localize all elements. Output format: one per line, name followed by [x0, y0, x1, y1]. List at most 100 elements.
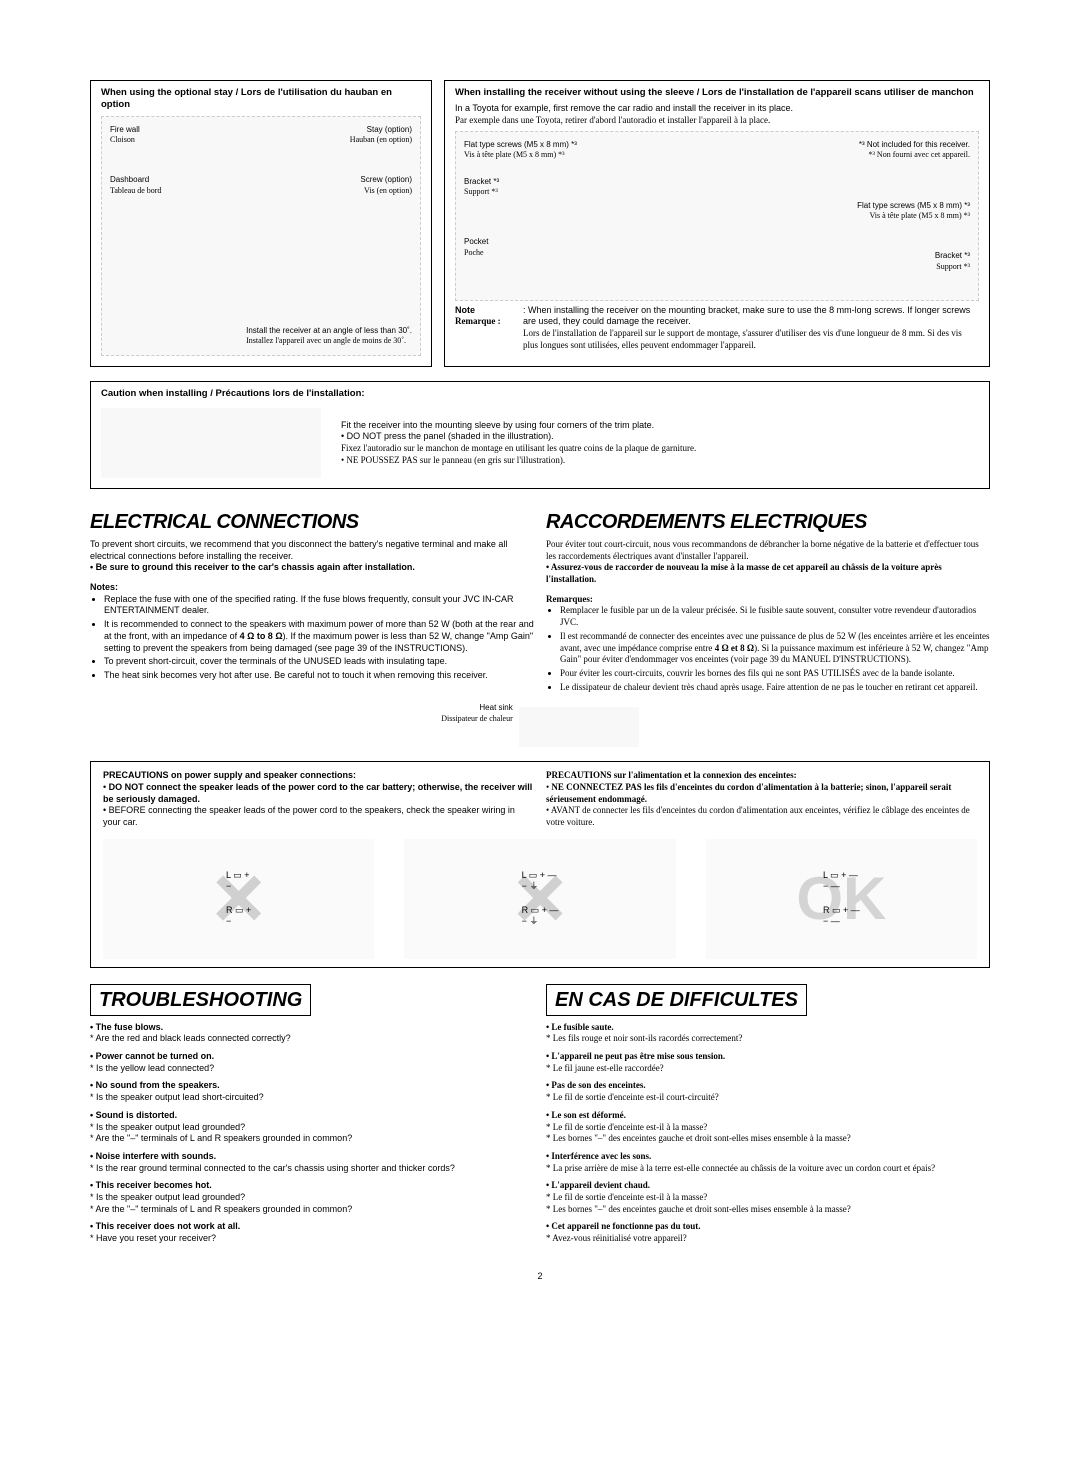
electrical-intro-bold-fr: • Assurez-vous de raccorder de nouveau l…	[546, 562, 990, 585]
trouble-question: • Sound is distorted.	[90, 1110, 534, 1122]
trouble-answer: * Are the "–" terminals of L and R speak…	[90, 1204, 534, 1216]
caution-title: Caution when installing / Précautions lo…	[101, 388, 979, 400]
stay-label: Stay (option) Hauban (en option)	[350, 125, 412, 146]
trouble-item: • The fuse blows.* Are the red and black…	[90, 1022, 534, 1045]
top-install-boxes: When using the optional stay / Lors de l…	[90, 80, 990, 375]
note-label-en: Note	[455, 305, 515, 317]
trouble-question: • Power cannot be turned on.	[90, 1051, 534, 1063]
note-item: The heat sink becomes very hot after use…	[104, 670, 534, 682]
screw-label: Screw (option) Vis (en option)	[350, 175, 412, 196]
precautions-b2-en: BEFORE connecting the speaker leads of t…	[103, 805, 515, 827]
trouble-question: • This receiver becomes hot.	[90, 1180, 534, 1192]
precautions-box: PRECAUTIONS on power supply and speaker …	[90, 761, 990, 967]
electrical-title-en: ELECTRICAL CONNECTIONS	[90, 509, 534, 535]
electrical-title-fr: RACCORDEMENTS ELECTRIQUES	[546, 509, 990, 535]
trouble-question: • Pas de son des enceintes.	[546, 1080, 990, 1092]
caution-line1-en: Fit the receiver into the mounting sleev…	[341, 420, 979, 432]
note-en: When installing the receiver on the moun…	[523, 305, 970, 327]
bracket-left-label: Bracket *³ Support *³	[464, 177, 577, 198]
flatscrew-right-label: Flat type screws (M5 x 8 mm) *³ Vis à tê…	[857, 201, 970, 222]
note-item: Le dissipateur de chaleur devient très c…	[560, 682, 990, 694]
trouble-answer: * Are the red and black leads connected …	[90, 1033, 534, 1045]
troubleshooting-title-en: TROUBLESHOOTING	[90, 984, 311, 1016]
trouble-answer: * Are the "–" terminals of L and R speak…	[90, 1133, 534, 1145]
trouble-answer: * La prise arrière de mise à la terre es…	[546, 1163, 990, 1175]
trouble-item: • Noise interfere with sounds.* Is the r…	[90, 1151, 534, 1174]
optional-stay-box: When using the optional stay / Lors de l…	[90, 80, 432, 367]
precautions-en: PRECAUTIONS on power supply and speaker …	[103, 770, 534, 828]
caution-line2-en: • DO NOT press the panel (shaded in the …	[341, 431, 979, 443]
flatscrew-left-label: Flat type screws (M5 x 8 mm) *³ Vis à tê…	[464, 140, 577, 161]
trouble-question: • The fuse blows.	[90, 1022, 534, 1034]
precautions-title-en: PRECAUTIONS on power supply and speaker …	[103, 770, 534, 782]
trouble-question: • This receiver does not work at all.	[90, 1221, 534, 1233]
trouble-item: • L'appareil devient chaud.* Le fil de s…	[546, 1180, 990, 1215]
page-number: 2	[90, 1271, 990, 1283]
note-item: To prevent short-circuit, cover the term…	[104, 656, 534, 668]
stay-diagram: Fire wall Cloison Dashboard Tableau de b…	[101, 116, 421, 356]
trouble-question: • L'appareil ne peut pas être mise sous …	[546, 1051, 990, 1063]
notes-list-fr: Remplacer le fusible par un de la valeur…	[546, 605, 990, 693]
intro-text: In a Toyota for example, first remove th…	[455, 103, 979, 126]
electrical-fr: RACCORDEMENTS ELECTRIQUES Pour éviter to…	[546, 509, 990, 695]
trouble-answer: * Les bornes "–" des enceintes gauche et…	[546, 1204, 990, 1216]
trouble-item: • Interférence avec les sons.* La prise …	[546, 1151, 990, 1174]
speaker-r-label: R	[226, 905, 233, 915]
trouble-answer: * Is the speaker output lead short-circu…	[90, 1092, 534, 1104]
precautions-fr: PRECAUTIONS sur l'alimentation et la con…	[546, 770, 977, 828]
trouble-answer: * Les fils rouge et noir sont-ils racord…	[546, 1033, 990, 1045]
trouble-answer: * Avez-vous réinitialisé votre appareil?	[546, 1233, 990, 1245]
trouble-question: • Le fusible saute.	[546, 1022, 990, 1034]
troubleshooting-en: TROUBLESHOOTING • The fuse blows.* Are t…	[90, 984, 534, 1251]
speaker-l-label: L	[823, 870, 828, 880]
caution-box: Caution when installing / Précautions lo…	[90, 381, 990, 489]
electrical-intro-bold-en: • Be sure to ground this receiver to the…	[90, 562, 534, 574]
dashboard-label: Dashboard Tableau de bord	[110, 175, 161, 196]
speaker-diagram-wrong1: × L ▭ +− R ▭ +−	[103, 839, 374, 959]
trouble-question: • No sound from the speakers.	[90, 1080, 534, 1092]
sleeve-diagram: Flat type screws (M5 x 8 mm) *³ Vis à tê…	[455, 131, 979, 301]
precautions-b1-en: DO NOT connect the speaker leads of the …	[103, 782, 532, 804]
trouble-answer: * Le fil de sortie d'enceinte est-il cou…	[546, 1092, 990, 1104]
speaker-l-label: L	[522, 870, 527, 880]
caution-line2-fr: • NE POUSSEZ PAS sur le panneau (en gris…	[341, 455, 979, 467]
troubleshooting-title-fr: EN CAS DE DIFFICULTES	[546, 984, 807, 1016]
speaker-r-label: R	[522, 905, 529, 915]
trouble-question: • L'appareil devient chaud.	[546, 1180, 990, 1192]
caution-diagram	[101, 408, 321, 478]
troubleshooting-fr: EN CAS DE DIFFICULTES • Le fusible saute…	[546, 984, 990, 1251]
heatsink-en: Heat sink	[441, 703, 513, 713]
note-fr: Lors de l'installation de l'appareil sur…	[523, 328, 979, 351]
heatsink-fr: Dissipateur de chaleur	[441, 714, 513, 724]
trouble-item: • Power cannot be turned on.* Is the yel…	[90, 1051, 534, 1074]
trouble-answer: * Le fil de sortie d'enceinte est-il à l…	[546, 1192, 990, 1204]
trouble-item: • No sound from the speakers.* Is the sp…	[90, 1080, 534, 1103]
star3-label: *³ Not included for this receiver. *³ No…	[857, 140, 970, 161]
notes-list-en: Replace the fuse with one of the specifi…	[90, 594, 534, 682]
pocket-label: Pocket Poche	[464, 237, 577, 258]
trouble-item: • Le fusible saute.* Les fils rouge et n…	[546, 1022, 990, 1045]
precautions-b2-fr: AVANT de connecter les fils d'enceintes …	[546, 805, 970, 827]
speaker-diagram-wrong2: × L ▭ + —− ⏚ R ▭ + —− ⏚	[404, 839, 675, 959]
trouble-answer: * Les bornes "–" des enceintes gauche et…	[546, 1133, 990, 1145]
heatsink-diagram	[519, 707, 639, 747]
speaker-r-label: R	[823, 905, 830, 915]
heatsink-row: Heat sink Dissipateur de chaleur	[90, 703, 990, 751]
electrical-intro-fr: Pour éviter tout court-circuit, nous vou…	[546, 539, 990, 562]
note-item: Remplacer le fusible par un de la valeur…	[560, 605, 990, 628]
trouble-question: • Le son est déformé.	[546, 1110, 990, 1122]
trouble-answer: * Le fil jaune est-elle raccordée?	[546, 1063, 990, 1075]
speaker-l-label: L	[226, 870, 231, 880]
note-row: Note Remarque : : When installing the re…	[455, 305, 979, 352]
electrical-section: ELECTRICAL CONNECTIONS To prevent short …	[90, 509, 990, 695]
trouble-item: • L'appareil ne peut pas être mise sous …	[546, 1051, 990, 1074]
electrical-en: ELECTRICAL CONNECTIONS To prevent short …	[90, 509, 534, 695]
trouble-item: • This receiver becomes hot.* Is the spe…	[90, 1180, 534, 1215]
note-label-fr: Remarque :	[455, 316, 515, 328]
box-title: When using the optional stay / Lors de l…	[101, 87, 421, 112]
bracket-right-label: Bracket *³ Support *³	[857, 251, 970, 272]
trouble-item: • Le son est déformé.* Le fil de sortie …	[546, 1110, 990, 1145]
trouble-item: • Sound is distorted.* Is the speaker ou…	[90, 1110, 534, 1145]
note-item: Il est recommandé de connecter des encei…	[560, 631, 990, 666]
speaker-diagrams-row: × L ▭ +− R ▭ +− × L ▭ + —− ⏚ R ▭ + —− ⏚ …	[103, 839, 977, 959]
